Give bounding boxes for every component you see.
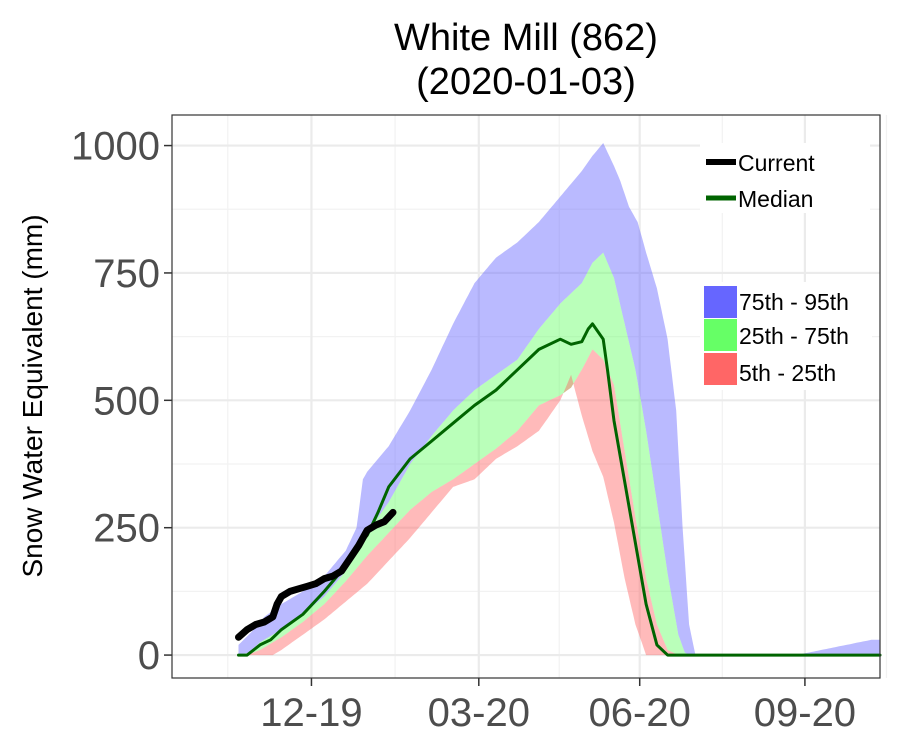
- y-tick-label-2: 500: [93, 379, 160, 423]
- x-axis: 12-19 03-20 06-20 09-20: [260, 678, 856, 735]
- chart-title-line1: White Mill (862): [394, 17, 658, 59]
- x-tick-label-3: 09-20: [754, 691, 856, 735]
- chart-title-line2: (2020-01-03): [416, 61, 636, 103]
- legend-p25-75-swatch: [704, 319, 737, 351]
- legend-p5-25-swatch: [704, 353, 737, 385]
- legend-p5-25-label: 5th - 25th: [739, 360, 836, 386]
- y-tick-label-4: 1000: [71, 125, 160, 169]
- y-axis-label: Snow Water Equivalent (mm): [17, 214, 48, 577]
- legend-current-label: Current: [738, 150, 815, 176]
- series-median-line: [237, 322, 882, 657]
- series-lines: [235, 322, 882, 657]
- y-tick-label-1: 250: [93, 507, 160, 551]
- series-current-line: [235, 508, 397, 641]
- y-tick-label-0: 0: [138, 634, 160, 678]
- legend-p75-95-label: 75th - 95th: [739, 289, 849, 315]
- y-axis: 0 250 500 750 1000: [71, 125, 172, 678]
- x-tick-label-1: 03-20: [428, 691, 530, 735]
- legend-p75-95-swatch: [704, 286, 737, 318]
- y-tick-label-3: 750: [93, 252, 160, 296]
- legend-lines-box: [700, 143, 870, 213]
- plot-border: [171, 114, 881, 679]
- legend: Current Median 75th - 95th 25th - 75th 5…: [700, 143, 872, 390]
- x-tick-label-0: 12-19: [260, 691, 362, 735]
- band-75th-95th: [238, 143, 880, 656]
- legend-p25-75-label: 25th - 75th: [739, 323, 849, 349]
- band-5th-25th: [238, 349, 880, 656]
- x-tick-label-2: 06-20: [589, 691, 691, 735]
- legend-median-label: Median: [738, 186, 813, 212]
